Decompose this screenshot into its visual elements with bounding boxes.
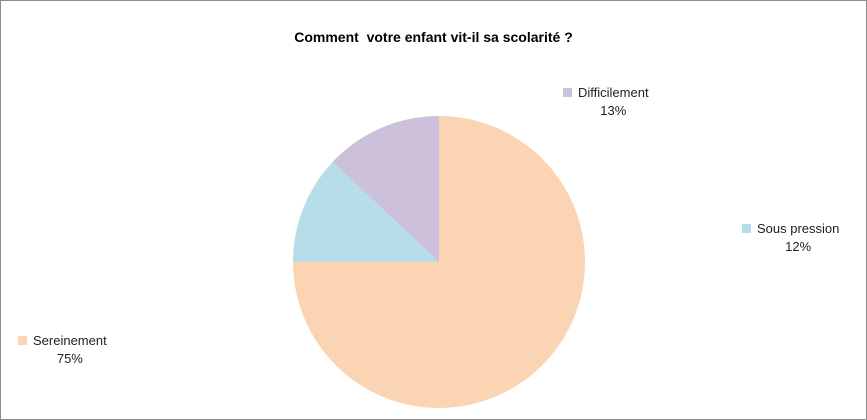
pie-slice-difficilement [332,116,439,262]
legend-swatch-sereinement [18,336,27,345]
legend-swatch-sous-pression [742,224,751,233]
slice-label-percent: 12% [785,239,811,254]
chart-title: Comment votre enfant vit-il sa scolarité… [294,29,573,45]
slice-label-name: Sereinement [33,333,107,348]
slice-label-percent: 75% [57,351,83,366]
slice-label-percent: 13% [600,103,626,118]
legend-swatch-difficilement [563,88,572,97]
slice-label-name: Difficilement [578,85,649,100]
pie-slice-sous-pression [293,162,439,262]
slice-label-name: Sous pression [757,221,839,236]
